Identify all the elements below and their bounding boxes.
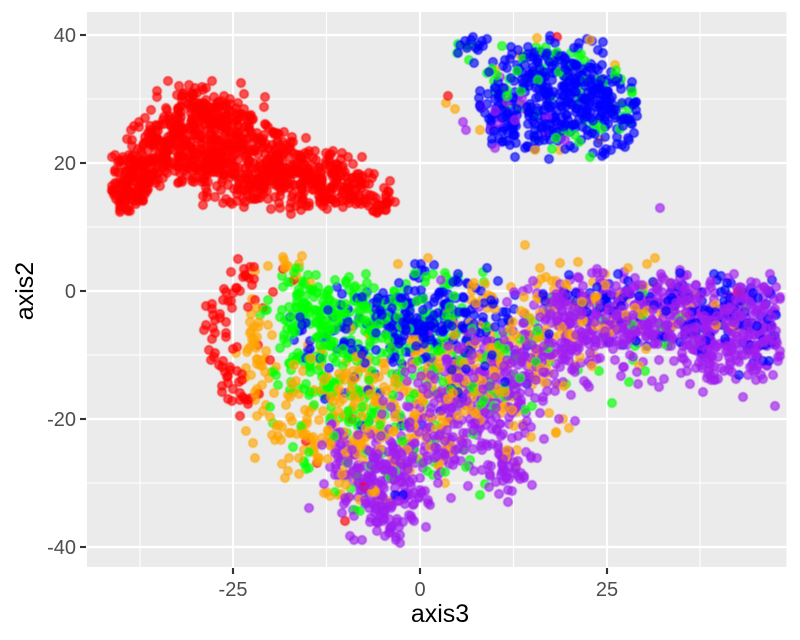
svg-text:40: 40 (54, 25, 76, 47)
svg-text:-20: -20 (47, 409, 76, 431)
svg-text:25: 25 (596, 579, 618, 601)
svg-text:20: 20 (54, 153, 76, 175)
svg-text:axis2: axis2 (11, 262, 39, 320)
svg-text:0: 0 (414, 579, 425, 601)
svg-text:-25: -25 (219, 579, 248, 601)
svg-text:0: 0 (65, 281, 76, 303)
svg-text:axis3: axis3 (411, 600, 469, 628)
svg-text:-40: -40 (47, 537, 76, 559)
